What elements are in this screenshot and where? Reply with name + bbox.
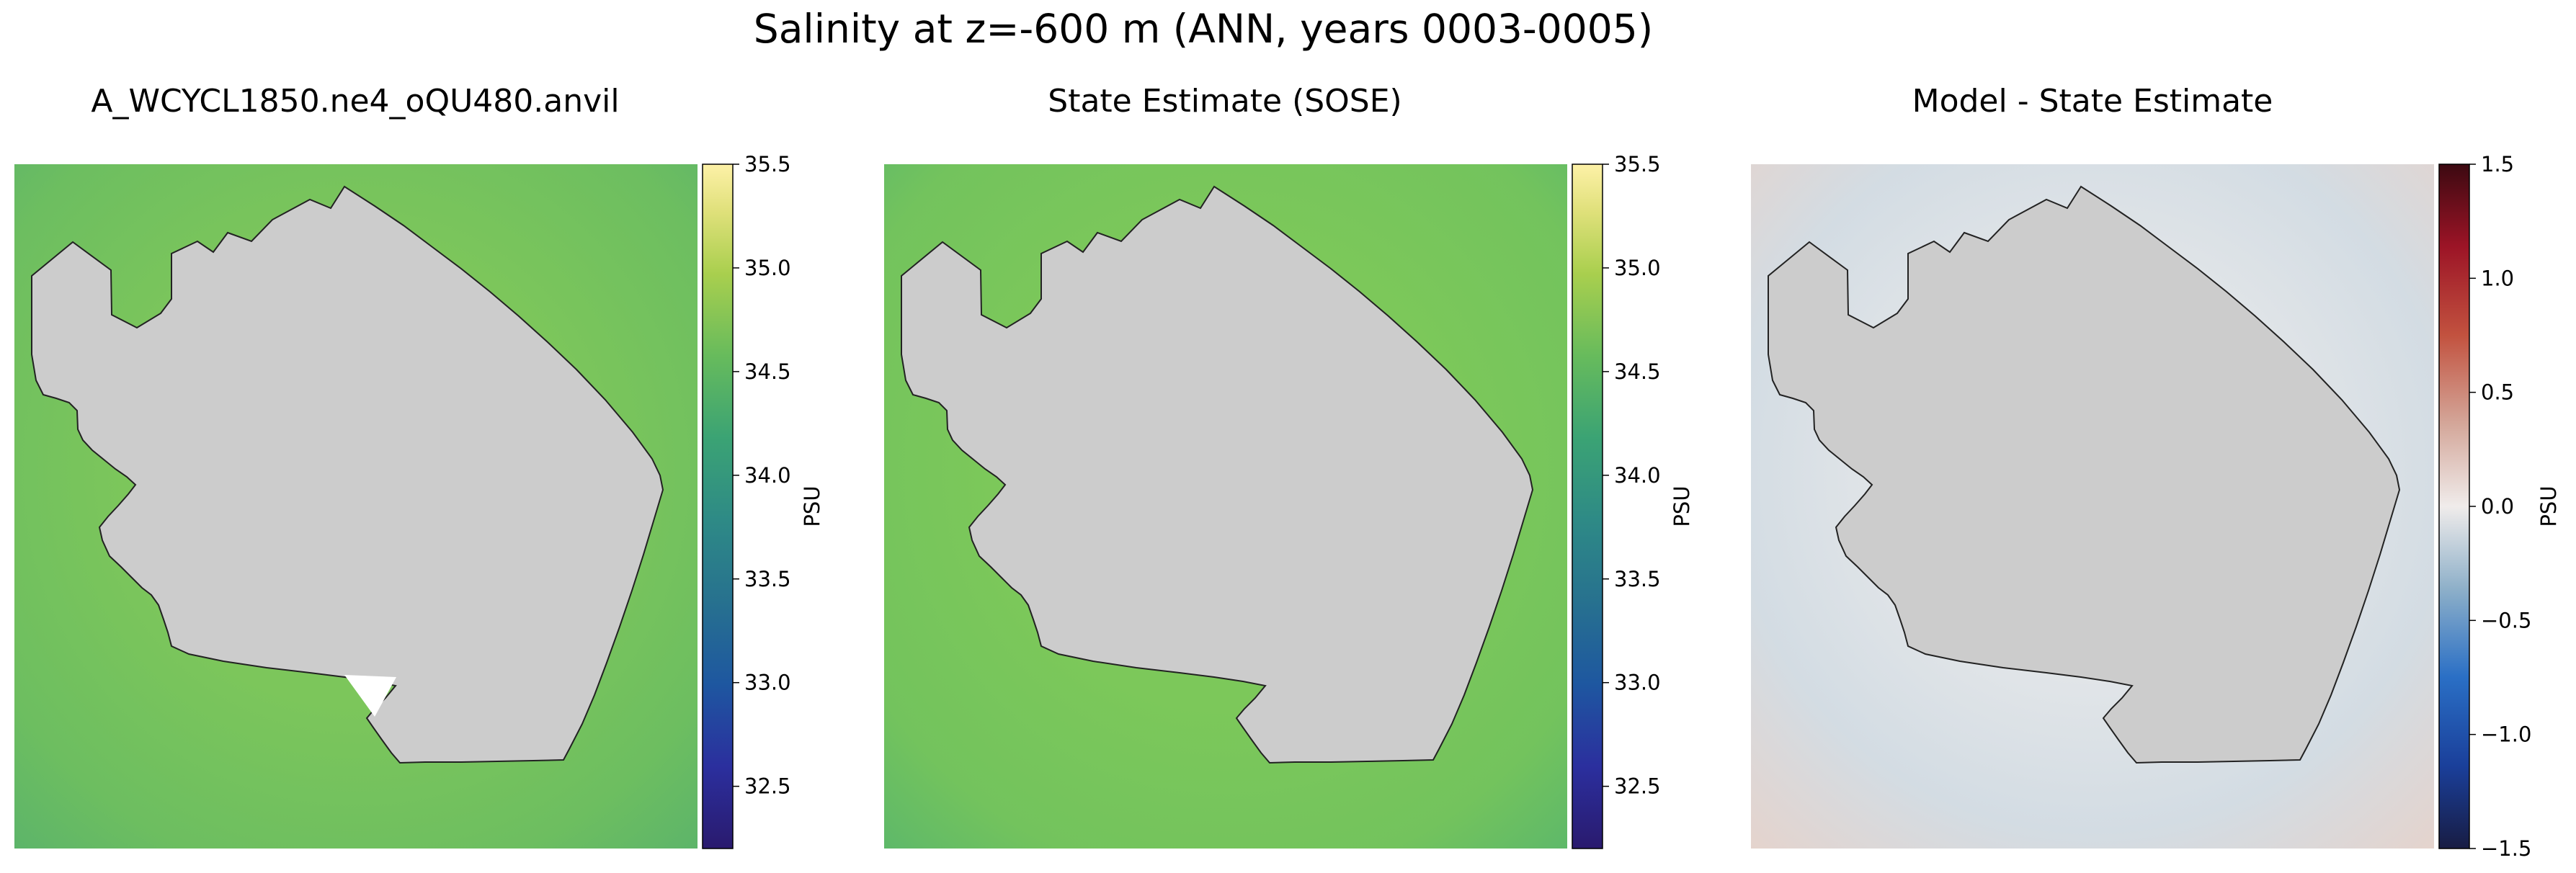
- colorbar: 32.5 33.0 33.5 34.0 34.5 35.0 35.5 PSU: [702, 152, 824, 849]
- colorbar-tick-label: 33.5: [1614, 567, 1661, 591]
- antarctica-landmask: [31, 185, 664, 764]
- colorbar-tick-label: −0.5: [2481, 608, 2531, 632]
- colorbar-tick-label: −1.5: [2481, 836, 2531, 861]
- colorbar-tick-label: 34.0: [744, 463, 791, 488]
- colorbar-tick-label: 35.0: [744, 256, 791, 280]
- colorbar-label: PSU: [800, 485, 824, 527]
- panel-3: Model - State Estimate −1.5 −1.0 −0.5 0.0 0.5…: [1751, 83, 2561, 861]
- panel-1: A_WCYCL1850.ne4_oQU480.anvil 32.5 33.0 33.5…: [14, 83, 824, 849]
- colorbar-tick-label: 35.5: [1614, 152, 1661, 176]
- colorbar-tick-label: 0.0: [2481, 494, 2514, 519]
- panel-2: State Estimate (SOSE) 32.5 33.0 33.5 34.0 34.…: [884, 83, 1694, 849]
- colorbar-tick-label: 33.0: [744, 671, 791, 695]
- colorbar: −1.5 −1.0 −0.5 0.0 0.5 1.0 1.5 PSU: [2438, 152, 2561, 861]
- colorbar-tick-label: 35.5: [744, 152, 791, 176]
- colorbar-label: PSU: [1670, 485, 1694, 527]
- no-data-patch: [344, 675, 396, 717]
- panel-title: A_WCYCL1850.ne4_oQU480.anvil: [91, 83, 619, 120]
- colorbar-tick-label: −1.0: [2481, 722, 2531, 747]
- colorbar-tick-label: 1.0: [2481, 266, 2514, 290]
- colorbar-tick-label: 35.0: [1614, 256, 1661, 280]
- colorbar-tick-label: 34.5: [744, 359, 791, 384]
- colorbar-tick-label: 0.5: [2481, 380, 2514, 405]
- colorbar-tick-label: 32.5: [744, 774, 791, 799]
- colorbar-tick-label: 33.0: [1614, 671, 1661, 695]
- colorbar-tick-label: 1.5: [2481, 152, 2514, 176]
- panel-title: State Estimate (SOSE): [1048, 83, 1401, 120]
- panel-title: Model - State Estimate: [1912, 83, 2273, 120]
- figure-suptitle: Salinity at z=-600 m (ANN, years 0003-00…: [754, 6, 1653, 52]
- colorbar-tick-label: 34.0: [1614, 463, 1661, 488]
- colorbar-scale: [702, 164, 734, 849]
- antarctica-landmask: [901, 185, 1534, 764]
- colorbar-tick-label: 32.5: [1614, 774, 1661, 799]
- colorbar-label: PSU: [2536, 485, 2561, 527]
- colorbar: 32.5 33.0 33.5 34.0 34.5 35.0 35.5 PSU: [1572, 152, 1694, 849]
- colorbar-scale: [1572, 164, 1603, 849]
- colorbar-tick-label: 34.5: [1614, 359, 1661, 384]
- colorbar-tick-label: 33.5: [744, 567, 791, 591]
- antarctica-landmask: [1768, 185, 2401, 764]
- colorbar-scale: [2438, 164, 2470, 849]
